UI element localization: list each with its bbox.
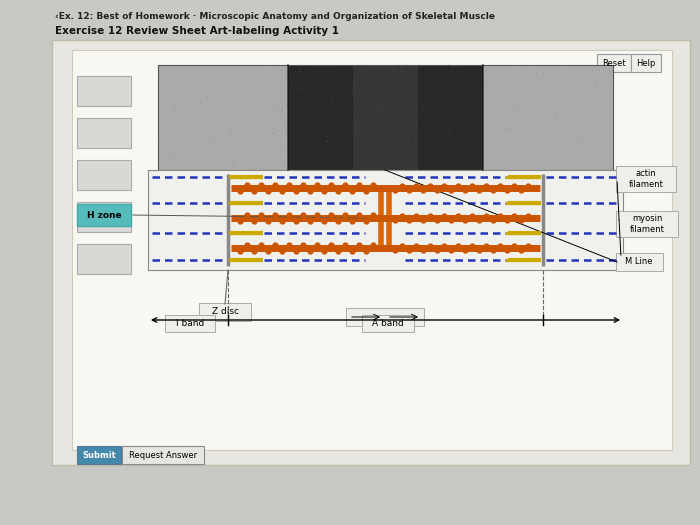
Text: Z disc: Z disc — [211, 308, 239, 317]
FancyBboxPatch shape — [616, 211, 678, 237]
FancyBboxPatch shape — [77, 160, 131, 190]
FancyBboxPatch shape — [165, 315, 215, 332]
FancyBboxPatch shape — [72, 50, 672, 450]
Text: Help: Help — [636, 58, 656, 68]
FancyBboxPatch shape — [616, 253, 663, 271]
FancyBboxPatch shape — [52, 40, 690, 465]
FancyBboxPatch shape — [148, 170, 623, 270]
FancyBboxPatch shape — [158, 65, 288, 170]
Text: ‹Ex. 12: Best of Homework · Microscopic Anatomy and Organization of Skeletal Mus: ‹Ex. 12: Best of Homework · Microscopic … — [55, 12, 495, 21]
FancyBboxPatch shape — [199, 303, 251, 321]
Text: A band: A band — [372, 319, 404, 328]
FancyBboxPatch shape — [483, 65, 613, 170]
Text: Reset: Reset — [602, 58, 626, 68]
FancyBboxPatch shape — [631, 54, 661, 72]
FancyBboxPatch shape — [346, 308, 424, 326]
FancyBboxPatch shape — [77, 118, 131, 148]
FancyBboxPatch shape — [158, 65, 613, 170]
Text: Submit: Submit — [82, 450, 116, 459]
Text: I band: I band — [176, 319, 204, 328]
FancyBboxPatch shape — [616, 166, 676, 192]
Text: Exercise 12 Review Sheet Art-labeling Activity 1: Exercise 12 Review Sheet Art-labeling Ac… — [55, 26, 339, 36]
FancyBboxPatch shape — [77, 244, 131, 274]
FancyBboxPatch shape — [597, 54, 631, 72]
FancyBboxPatch shape — [77, 76, 131, 106]
FancyBboxPatch shape — [288, 65, 483, 170]
FancyBboxPatch shape — [77, 446, 121, 464]
FancyBboxPatch shape — [77, 202, 131, 232]
Text: M Line: M Line — [625, 257, 652, 267]
FancyBboxPatch shape — [353, 65, 418, 170]
Text: myosin
filament: myosin filament — [629, 214, 664, 234]
Text: Request Answer: Request Answer — [129, 450, 197, 459]
FancyBboxPatch shape — [77, 204, 131, 226]
FancyBboxPatch shape — [362, 315, 414, 332]
FancyBboxPatch shape — [122, 446, 204, 464]
Text: actin
filament: actin filament — [629, 169, 664, 189]
Text: H zone: H zone — [87, 211, 121, 219]
